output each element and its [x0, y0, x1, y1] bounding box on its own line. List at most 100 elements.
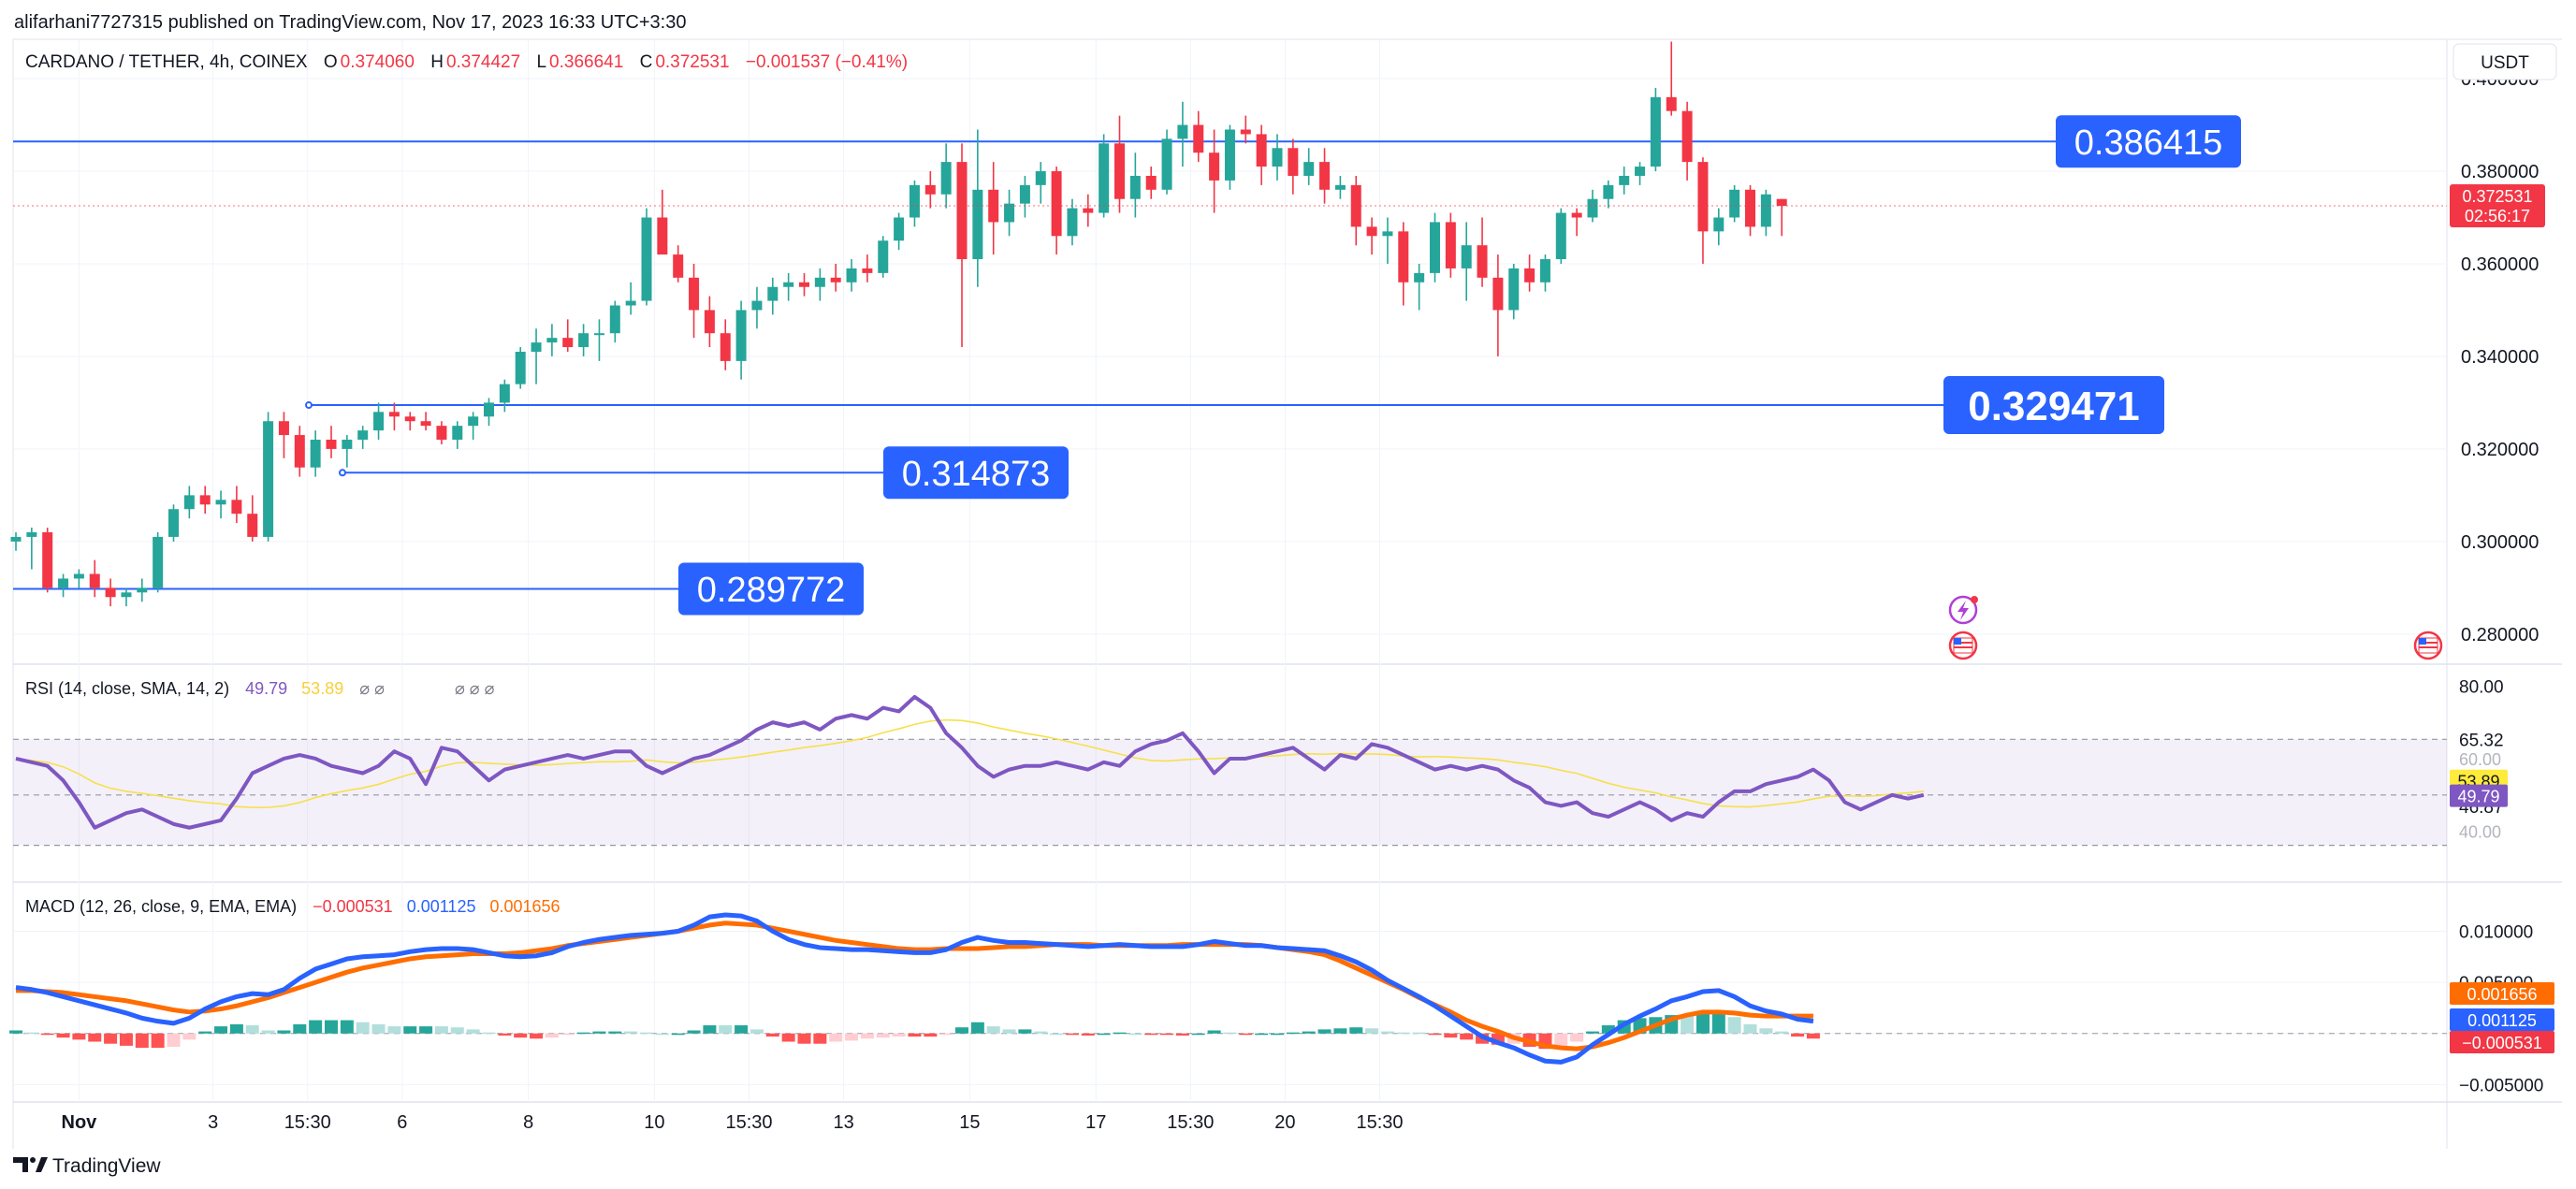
macd-hist-bar	[1050, 1033, 1064, 1036]
time-tick-label: 15:30	[1356, 1112, 1403, 1133]
price-tick-label: 0.280000	[2461, 625, 2539, 645]
macd-hist-bar	[719, 1025, 733, 1034]
macd-hist-bar	[104, 1033, 118, 1044]
flag-icon[interactable]	[1948, 631, 1978, 660]
macd-hist-bar	[214, 1026, 228, 1034]
candlesticks	[10, 41, 2447, 607]
macd-hist-badge	[2450, 1031, 2554, 1053]
candle-body	[1161, 138, 1172, 190]
high-label: H	[430, 52, 444, 72]
candle-body	[247, 514, 258, 537]
macd-value: 0.001125	[407, 897, 476, 916]
macd-hist-bar	[1144, 1033, 1158, 1036]
lightning-icon[interactable]	[1948, 595, 1978, 625]
macd-hist-bar	[924, 1033, 938, 1037]
candle-body	[988, 189, 999, 223]
candle-body	[609, 305, 620, 334]
candle-body	[767, 286, 779, 301]
candle-body	[121, 592, 132, 598]
candle-body	[1272, 148, 1283, 167]
candle-body	[10, 536, 22, 542]
macd-hist-bar	[1286, 1032, 1300, 1035]
candle-body	[799, 282, 809, 287]
macd-hist-bar	[56, 1033, 70, 1038]
candle-body	[1729, 189, 1740, 218]
candle-body	[1492, 277, 1504, 311]
currency-label[interactable]: USDT	[2481, 53, 2529, 73]
candle-body	[499, 384, 510, 403]
candle-body	[1067, 208, 1078, 237]
macd-hist-bar	[797, 1033, 811, 1044]
candle-body	[1713, 217, 1725, 232]
candle-body	[562, 338, 574, 348]
macd-line	[15, 912, 1814, 1065]
candle-body	[1603, 184, 1614, 199]
macd-hist-bar	[1113, 1032, 1127, 1035]
currency-button[interactable]: USDT	[2452, 43, 2557, 80]
macd-hist-bar	[1239, 1033, 1253, 1036]
last-price-badge	[2450, 183, 2545, 227]
candle-body	[1666, 96, 1677, 111]
candle-body	[956, 162, 968, 260]
macd-hist-bar	[860, 1033, 874, 1039]
candle-body	[515, 352, 526, 384]
macd-hist-bar	[1097, 1033, 1111, 1036]
candle-body	[846, 268, 857, 283]
macd-hist-bar	[1696, 1012, 1710, 1034]
macd-hist-bar	[1160, 1033, 1174, 1036]
macd-pane	[9, 912, 1820, 1065]
rsi-badge-label: 49.79	[2457, 788, 2499, 806]
level-anchor	[305, 401, 313, 410]
tradingview-logo[interactable]: TradingView	[13, 1155, 161, 1177]
rsi-title: RSI (14, close, SMA, 14, 2)	[25, 679, 229, 698]
macd-hist-bar	[498, 1033, 512, 1036]
time-tick-label: 20	[1274, 1112, 1295, 1133]
macd-hist-badge-label: −0.000531	[2462, 1034, 2542, 1052]
candle-body	[215, 500, 226, 505]
candle-body	[1145, 175, 1157, 190]
macd-hist-bar	[387, 1026, 401, 1034]
rsi-hidden-tick-label: 40.00	[2459, 823, 2501, 842]
macd-hist-bar	[1396, 1032, 1410, 1035]
rsi-tick-label: 65.32	[2459, 731, 2504, 750]
horizontal-levels: 0.386415 0.329471 0.314873 0.289772	[13, 115, 2241, 616]
macd-hist-bar	[514, 1033, 528, 1038]
macd-hist-bar	[309, 1020, 323, 1034]
candle-body	[1760, 194, 1771, 227]
candle-body	[1303, 162, 1315, 176]
candle-body	[42, 531, 53, 588]
macd-hist-bar	[261, 1030, 275, 1034]
time-tick-label: 15:30	[284, 1112, 331, 1133]
macd-hist-bar	[592, 1031, 606, 1034]
flag-icon-right[interactable]	[2413, 631, 2443, 660]
candle-body	[1224, 129, 1235, 181]
candle-body	[1366, 226, 1377, 237]
macd-hist-bar	[970, 1022, 984, 1034]
rsi-pane	[15, 694, 1925, 830]
last-price-countdown: 02:56:17	[2465, 207, 2530, 225]
candle-body	[137, 587, 148, 593]
price-change: −0.001537 (−0.41%)	[746, 52, 908, 72]
candle-body	[1430, 222, 1440, 273]
candle-body	[1539, 259, 1550, 283]
low-label: L	[536, 52, 546, 72]
price-tick-label: 0.360000	[2461, 254, 2539, 275]
level-badge	[678, 562, 864, 616]
rsi-value: 49.79	[245, 679, 287, 698]
candle-body	[1555, 212, 1566, 260]
candle-body	[704, 310, 715, 334]
macd-hist-bar	[277, 1030, 291, 1034]
macd-hist-bar	[1018, 1029, 1032, 1034]
tradingview-logo-text[interactable]: TradingView	[52, 1155, 161, 1177]
candle-body	[1587, 198, 1598, 218]
price-tick-label: 0.300000	[2461, 532, 2539, 553]
candle-body	[1508, 268, 1520, 311]
rsi-legend: RSI (14, close, SMA, 14, 2) 49.79 53.89 …	[25, 679, 495, 698]
open-value: 0.374060	[341, 52, 415, 72]
level-label: 0.289772	[697, 571, 846, 610]
candle-body	[1288, 148, 1299, 176]
candle-body	[940, 162, 952, 195]
rsi-tick-label: 80.00	[2459, 677, 2504, 697]
candle-body	[294, 435, 305, 468]
macd-hist-bar	[1191, 1033, 1205, 1036]
